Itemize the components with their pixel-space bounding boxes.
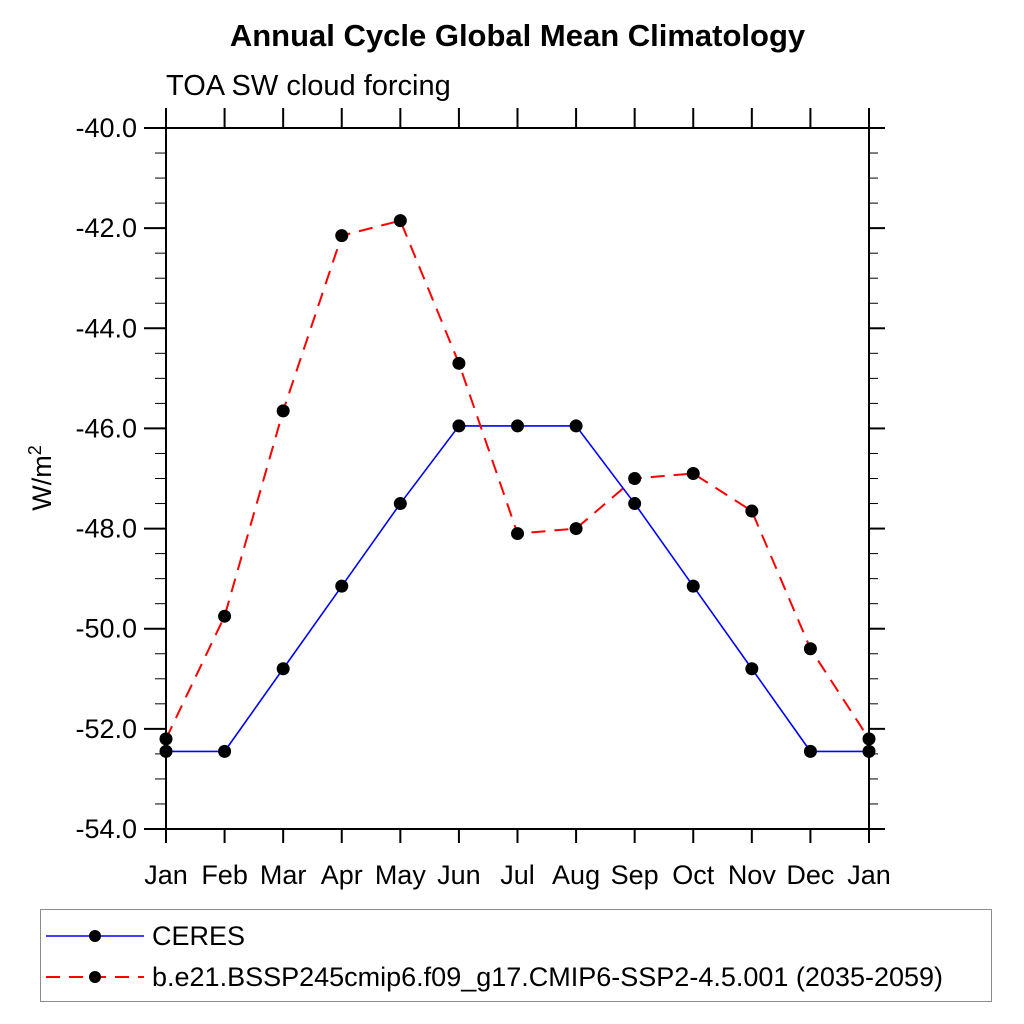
legend-sample-solid xyxy=(46,930,144,942)
legend-item-ceres: CERES xyxy=(46,920,246,951)
data-point-s0-Nov xyxy=(745,662,759,676)
chart-subtitle: TOA SW cloud forcing xyxy=(166,70,451,102)
data-point-s1-Oct xyxy=(686,466,700,480)
x-tick-label: Jul xyxy=(500,860,535,890)
plot-frame xyxy=(165,127,870,830)
data-point-s0-Sep xyxy=(628,497,642,511)
x-tick-label: Jan xyxy=(847,860,891,890)
legend-box: CERES b.e21.BSSP245cmip6.f09_g17.CMIP6-S… xyxy=(40,909,992,1002)
data-point-s1-Apr xyxy=(335,229,349,243)
x-tick-label: Sep xyxy=(611,860,659,890)
data-point-s1-Jan xyxy=(862,732,876,746)
y-tick-label: -46.0 xyxy=(75,413,137,443)
data-point-s0-Oct xyxy=(686,579,700,593)
data-point-s1-Jun xyxy=(452,356,466,370)
data-point-s1-Aug xyxy=(569,522,583,536)
x-tick-label: Feb xyxy=(201,860,248,890)
legend-sample-dashed xyxy=(46,971,144,983)
data-point-s1-Mar xyxy=(276,404,290,418)
data-point-s0-Jan xyxy=(862,744,876,758)
y-tick-label: -50.0 xyxy=(75,614,137,644)
y-tick-label: -40.0 xyxy=(75,113,137,143)
legend-label-model: b.e21.BSSP245cmip6.f09_g17.CMIP6-SSP2-4.… xyxy=(152,961,944,992)
data-point-s1-Jul xyxy=(511,527,524,541)
legend-marker-dot xyxy=(89,971,101,983)
data-point-s0-Jan xyxy=(159,744,173,758)
x-tick-label: Nov xyxy=(728,860,777,890)
data-point-s0-Apr xyxy=(335,579,349,593)
x-tick-label: May xyxy=(375,860,427,890)
y-tick-label: -54.0 xyxy=(75,814,137,844)
series-line-1 xyxy=(165,219,870,740)
y-tick-label: -42.0 xyxy=(75,213,137,243)
x-tick-label: Apr xyxy=(321,860,363,890)
data-point-s0-Jun xyxy=(452,419,466,433)
data-point-s1-May xyxy=(393,214,407,228)
y-tick-label: -48.0 xyxy=(75,514,137,544)
data-point-s0-Feb xyxy=(218,744,232,758)
data-point-s1-Feb xyxy=(218,609,232,623)
legend-item-model: b.e21.BSSP245cmip6.f09_g17.CMIP6-SSP2-4.… xyxy=(46,961,944,992)
chart-title: Annual Cycle Global Mean Climatology xyxy=(229,18,806,53)
x-tick-label: Aug xyxy=(552,860,600,890)
data-point-s0-Dec xyxy=(803,744,817,758)
legend-label-ceres: CERES xyxy=(152,920,246,951)
x-tick-label: Oct xyxy=(672,860,715,890)
data-point-s0-Mar xyxy=(276,662,290,676)
legend-marker-dot xyxy=(89,930,101,942)
data-point-s1-Dec xyxy=(803,642,817,656)
data-point-s1-Nov xyxy=(745,504,759,518)
data-point-s0-Aug xyxy=(569,419,583,433)
data-point-s1-Jan xyxy=(159,732,173,746)
y-tick-label: -52.0 xyxy=(75,714,137,744)
x-tick-label: Dec xyxy=(786,860,834,890)
x-tick-label: Mar xyxy=(260,860,307,890)
series-line-0 xyxy=(166,425,869,753)
data-point-s1-Sep xyxy=(628,472,642,485)
data-point-s0-May xyxy=(393,497,407,511)
data-point-s0-Jul xyxy=(511,419,524,433)
x-tick-label: Jan xyxy=(144,860,188,890)
y-tick-label: -44.0 xyxy=(75,313,137,343)
x-tick-label: Jun xyxy=(437,860,481,890)
